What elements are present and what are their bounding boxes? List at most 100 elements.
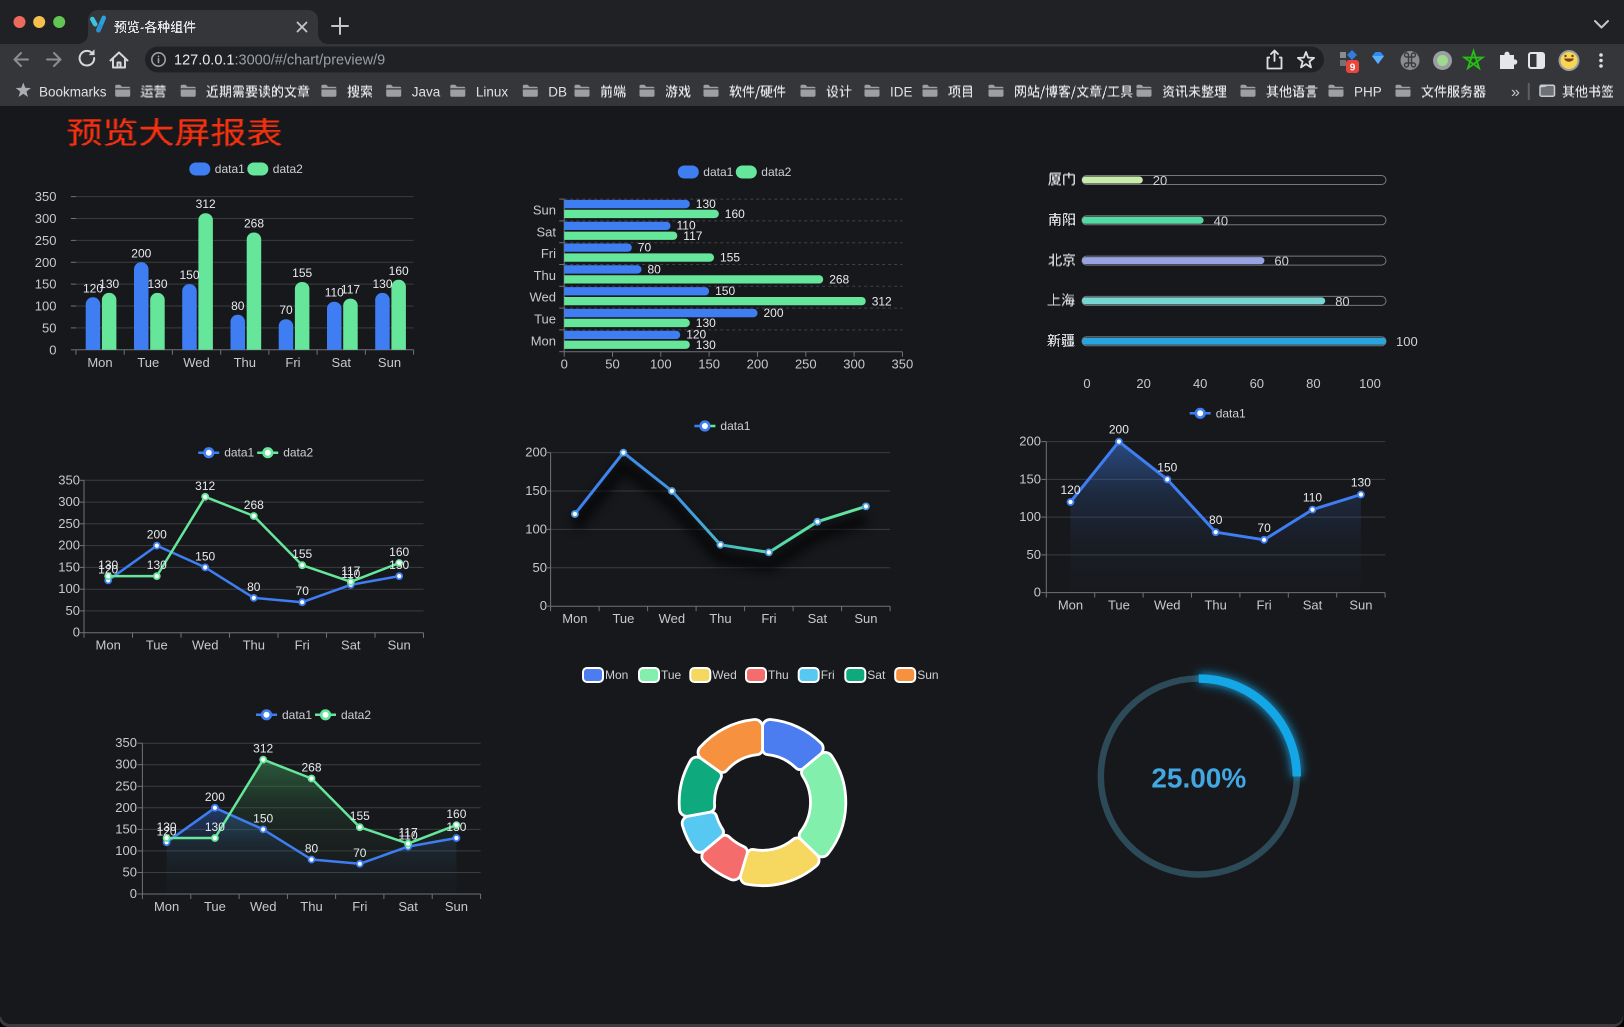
svg-text:100: 100 [1019, 509, 1041, 524]
svg-text:150: 150 [1157, 460, 1177, 474]
svg-text:110: 110 [399, 829, 418, 843]
svg-text:150: 150 [35, 277, 57, 292]
svg-text:80: 80 [648, 262, 662, 276]
svg-text:IDE: IDE [890, 85, 913, 100]
svg-text:60: 60 [1274, 254, 1288, 269]
svg-text:80: 80 [231, 299, 245, 313]
svg-text:130: 130 [696, 316, 716, 330]
svg-text:130: 130 [1351, 476, 1371, 490]
svg-text:Fri: Fri [295, 638, 310, 653]
svg-text:117: 117 [341, 283, 360, 297]
svg-text:250: 250 [58, 516, 80, 531]
svg-text:50: 50 [533, 560, 547, 575]
svg-text:110: 110 [677, 219, 696, 233]
svg-text:Linux: Linux [476, 85, 509, 100]
svg-text:data2: data2 [761, 165, 791, 179]
svg-text:Fri: Fri [541, 246, 556, 261]
svg-text:Sat: Sat [332, 355, 352, 370]
svg-text:110: 110 [1303, 491, 1322, 505]
svg-text:Tue: Tue [1108, 598, 1130, 613]
svg-text:40: 40 [1214, 213, 1228, 228]
svg-text:data2: data2 [273, 162, 303, 176]
svg-text:data1: data1 [703, 165, 733, 179]
svg-text:Sun: Sun [388, 638, 411, 653]
svg-text:Sun: Sun [854, 611, 877, 626]
svg-text:150: 150 [195, 549, 215, 563]
svg-text:Sun: Sun [533, 203, 556, 218]
svg-text:Tue: Tue [661, 668, 682, 682]
svg-text:Fri: Fri [821, 668, 835, 682]
svg-text:Mon: Mon [87, 355, 112, 370]
svg-text:Tue: Tue [534, 312, 556, 327]
svg-text:Java: Java [412, 85, 441, 100]
svg-text:268: 268 [829, 273, 849, 287]
svg-text:150: 150 [115, 821, 137, 836]
svg-text:0: 0 [49, 342, 56, 357]
svg-text:Thu: Thu [709, 611, 731, 626]
svg-text:100: 100 [58, 581, 80, 596]
svg-text:127.0.0.1:3000/#/chart/preview: 127.0.0.1:3000/#/chart/preview/9 [174, 53, 385, 69]
svg-text:Tue: Tue [137, 355, 159, 370]
svg-text:data1: data1 [720, 419, 750, 433]
svg-text:160: 160 [446, 807, 466, 821]
svg-text:0: 0 [540, 598, 547, 613]
svg-text:130: 130 [389, 558, 409, 572]
svg-text:100: 100 [650, 357, 672, 372]
svg-text:data1: data1 [215, 162, 245, 176]
svg-text:25.00%: 25.00% [1151, 763, 1246, 794]
svg-text:200: 200 [1109, 423, 1129, 437]
svg-text:9: 9 [1350, 63, 1356, 74]
svg-text:200: 200 [747, 357, 769, 372]
svg-text:Mon: Mon [562, 611, 587, 626]
svg-text:Sun: Sun [445, 899, 468, 914]
svg-text:300: 300 [58, 494, 80, 509]
svg-text:80: 80 [1209, 513, 1223, 527]
svg-text:Fri: Fri [352, 899, 367, 914]
svg-text:DB: DB [548, 85, 567, 100]
svg-text:Mon: Mon [1058, 598, 1083, 613]
svg-text:Mon: Mon [154, 899, 179, 914]
svg-text:120: 120 [157, 824, 177, 838]
svg-text:120: 120 [98, 562, 118, 576]
svg-text:200: 200 [131, 246, 151, 260]
svg-text:70: 70 [296, 584, 310, 598]
svg-text:350: 350 [35, 189, 57, 204]
svg-text:Wed: Wed [250, 899, 277, 914]
svg-text:Sat: Sat [1303, 598, 1323, 613]
svg-text:data1: data1 [1216, 406, 1246, 420]
svg-text:Sun: Sun [1349, 598, 1372, 613]
svg-text:350: 350 [58, 472, 80, 487]
svg-text:350: 350 [115, 735, 137, 750]
svg-text:80: 80 [1306, 376, 1320, 391]
svg-text:Thu: Thu [1204, 598, 1226, 613]
svg-text:150: 150 [525, 483, 547, 498]
svg-text:200: 200 [115, 800, 137, 815]
svg-text:160: 160 [389, 264, 409, 278]
svg-text:110: 110 [325, 286, 344, 300]
svg-text:0: 0 [1083, 376, 1090, 391]
svg-text:»: » [1511, 84, 1520, 101]
svg-text:0: 0 [130, 886, 137, 901]
svg-text:200: 200 [58, 538, 80, 553]
svg-text:Sat: Sat [808, 611, 828, 626]
svg-text:40: 40 [1193, 376, 1207, 391]
svg-text:300: 300 [35, 211, 57, 226]
svg-text:70: 70 [1257, 521, 1271, 535]
svg-text:data2: data2 [283, 446, 313, 460]
svg-text:Sun: Sun [917, 668, 938, 682]
svg-text:155: 155 [720, 251, 740, 265]
svg-text:117: 117 [341, 564, 360, 578]
svg-text:300: 300 [843, 357, 865, 372]
svg-text:Sun: Sun [378, 355, 401, 370]
svg-text:155: 155 [350, 809, 370, 823]
svg-text:Bookmarks: Bookmarks [39, 85, 107, 100]
svg-text:Mon: Mon [531, 333, 556, 348]
svg-text:Mon: Mon [605, 668, 628, 682]
svg-text:50: 50 [123, 865, 137, 880]
svg-text:130: 130 [205, 820, 225, 834]
svg-text:130: 130 [157, 820, 177, 834]
svg-text:200: 200 [1019, 434, 1041, 449]
svg-text:200: 200 [764, 306, 784, 320]
svg-text:Thu: Thu [534, 268, 556, 283]
svg-text:Thu: Thu [768, 668, 789, 682]
